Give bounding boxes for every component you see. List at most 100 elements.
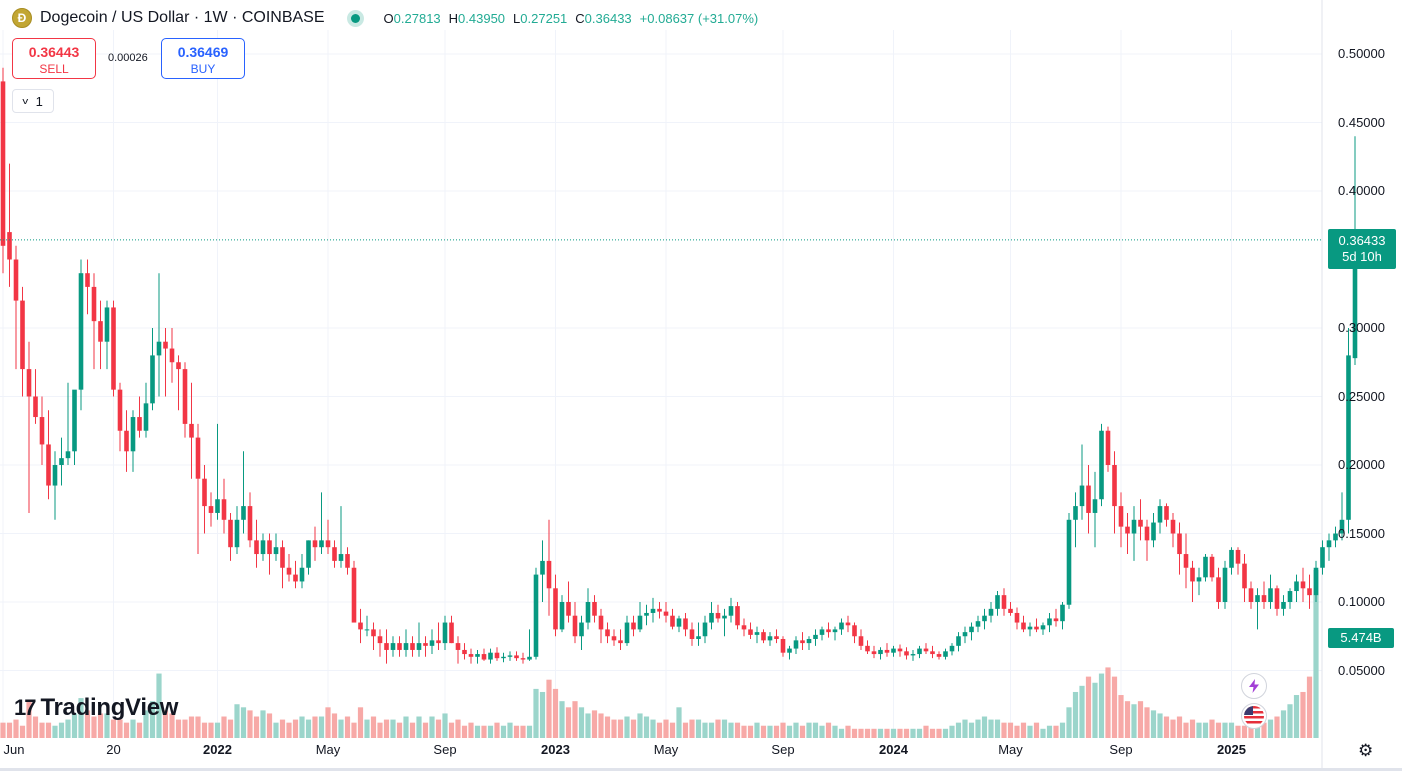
candle[interactable] — [871, 645, 877, 659]
candle[interactable] — [930, 645, 935, 659]
candle[interactable] — [832, 626, 838, 641]
candle[interactable] — [657, 602, 662, 619]
candle[interactable] — [741, 618, 747, 637]
candle[interactable] — [1209, 554, 1215, 582]
candle[interactable] — [410, 636, 415, 657]
candle[interactable] — [182, 362, 188, 438]
candle[interactable] — [1326, 533, 1332, 561]
candle[interactable] — [514, 651, 519, 661]
candle[interactable] — [865, 640, 870, 655]
candle[interactable] — [715, 604, 721, 623]
candle[interactable] — [72, 389, 77, 465]
candle[interactable] — [598, 608, 604, 644]
candle[interactable] — [1268, 574, 1273, 609]
candle[interactable] — [1066, 512, 1072, 609]
candle[interactable] — [390, 636, 396, 657]
candle[interactable] — [494, 647, 500, 661]
candle[interactable] — [1346, 328, 1351, 534]
candle[interactable] — [1313, 560, 1319, 602]
candle[interactable] — [936, 651, 942, 660]
candle[interactable] — [202, 465, 207, 534]
candle[interactable] — [975, 615, 981, 633]
candle[interactable] — [1287, 588, 1293, 609]
candle[interactable] — [208, 492, 214, 527]
candle[interactable] — [215, 423, 220, 520]
candle[interactable] — [1261, 581, 1267, 609]
candle[interactable] — [592, 595, 597, 623]
candle[interactable] — [1092, 471, 1098, 548]
candle[interactable] — [195, 423, 201, 555]
candle[interactable] — [1086, 465, 1091, 534]
candle[interactable] — [163, 328, 168, 397]
candle[interactable] — [1222, 560, 1228, 609]
candle[interactable] — [468, 648, 474, 664]
candle[interactable] — [1001, 588, 1007, 616]
candle[interactable] — [540, 540, 545, 602]
candle[interactable] — [1274, 585, 1280, 616]
candle[interactable] — [1053, 608, 1059, 627]
candle[interactable] — [111, 300, 116, 397]
candle[interactable] — [449, 615, 454, 644]
candle[interactable] — [891, 645, 896, 657]
candle[interactable] — [332, 540, 337, 568]
candle[interactable] — [800, 632, 805, 650]
candle[interactable] — [1307, 574, 1312, 609]
tradingview-logo[interactable]: 17 TradingView — [14, 694, 178, 722]
candle[interactable] — [748, 622, 753, 639]
candle[interactable] — [377, 629, 383, 657]
candle[interactable] — [923, 643, 929, 655]
candle[interactable] — [988, 602, 994, 623]
candle[interactable] — [676, 615, 682, 633]
candle[interactable] — [13, 245, 19, 370]
candle[interactable] — [169, 328, 175, 383]
candle[interactable] — [1216, 567, 1221, 609]
candle[interactable] — [774, 629, 779, 644]
candle[interactable] — [878, 647, 883, 660]
candle[interactable] — [1099, 423, 1104, 507]
candle[interactable] — [137, 396, 142, 438]
candle[interactable] — [403, 629, 409, 657]
settings-gear-icon[interactable]: ⚙ — [1358, 741, 1374, 760]
candle[interactable] — [1027, 622, 1033, 637]
candle[interactable] — [436, 622, 441, 650]
candle[interactable] — [754, 626, 760, 644]
candle[interactable] — [520, 652, 526, 664]
candle[interactable] — [780, 636, 786, 657]
candle[interactable] — [1196, 567, 1202, 596]
candle[interactable] — [345, 547, 350, 575]
candle[interactable] — [475, 649, 480, 664]
candle[interactable] — [1073, 492, 1078, 548]
candle[interactable] — [267, 533, 272, 575]
candle[interactable] — [722, 608, 727, 637]
sell-button[interactable]: 0.36443 SELL — [12, 38, 96, 79]
candle[interactable] — [650, 597, 656, 623]
candle[interactable] — [156, 273, 162, 397]
candle[interactable] — [325, 519, 331, 555]
candle[interactable] — [189, 382, 194, 479]
candle[interactable] — [1125, 512, 1130, 555]
candle[interactable] — [1138, 499, 1143, 541]
candle[interactable] — [299, 554, 305, 589]
candle[interactable] — [117, 382, 123, 452]
candle[interactable] — [1281, 595, 1286, 616]
candle[interactable] — [91, 273, 97, 370]
candle[interactable] — [176, 355, 181, 411]
candle[interactable] — [429, 629, 435, 655]
candle[interactable] — [371, 622, 376, 650]
candle[interactable] — [949, 643, 955, 656]
candle[interactable] — [150, 328, 155, 411]
candle[interactable] — [1112, 451, 1117, 534]
candle[interactable] — [845, 615, 851, 633]
candle[interactable] — [312, 526, 318, 561]
candle[interactable] — [767, 632, 773, 646]
candle[interactable] — [319, 492, 324, 555]
candle[interactable] — [709, 602, 714, 630]
candle[interactable] — [39, 396, 45, 466]
candle[interactable] — [702, 615, 708, 644]
candle[interactable] — [1131, 506, 1137, 561]
candle[interactable] — [605, 622, 610, 644]
candle[interactable] — [59, 437, 64, 486]
candle[interactable] — [1235, 547, 1241, 575]
candle[interactable] — [130, 410, 136, 472]
candle[interactable] — [670, 608, 675, 630]
